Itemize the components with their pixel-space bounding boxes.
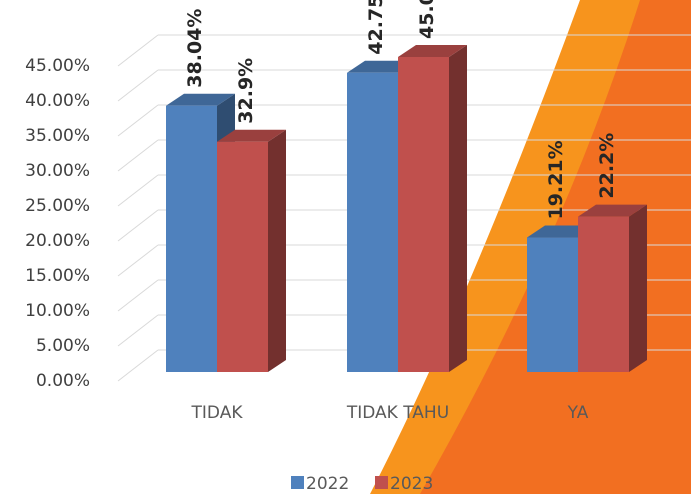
y-tick-label: 5.00% [36,336,90,356]
legend-swatch [291,476,304,489]
y-tick-label: 20.00% [25,231,90,251]
bar-side [449,45,467,372]
y-tick-label: 45.00% [25,56,90,76]
bar [166,105,217,372]
bar-side [629,204,647,372]
bar-top [398,45,467,57]
bar [347,72,398,372]
bar [527,237,578,372]
bar-top [166,93,235,106]
grid-line [117,279,159,312]
y-tick-label: 10.00% [25,301,90,321]
x-tick-label: TIDAK TAHU [346,403,449,423]
y-tick-label: 35.00% [25,126,90,146]
bar-side [268,129,286,372]
bars: TIDAK 38.04% 32.9% TIDAK TAHU 42.75% 45.0% YA 1… [166,0,647,423]
y-tick-label: 15.00% [25,266,90,286]
grid-line [117,209,159,242]
grid-line [117,314,159,347]
value-label: 45.0% [416,0,438,39]
grid-line [117,34,159,67]
bar [578,216,629,372]
legend-swatch [375,476,388,489]
value-label: 38.04% [184,9,206,88]
grid-line [117,104,159,137]
grid-line [117,139,159,172]
value-label: 32.9% [235,58,257,124]
bar [398,57,449,372]
legend-label: 2022 [306,474,349,494]
x-tick-label: YA [567,403,589,423]
x-tick-label: TIDAK [191,403,244,423]
grid-line [117,69,159,102]
bar-top [578,204,647,217]
grid-line [117,244,159,277]
grid-line [117,349,159,382]
y-tick-label: 25.00% [25,196,90,216]
legend-label: 2023 [390,474,433,494]
y-tick-label: 30.00% [25,161,90,181]
bar-top [217,129,286,142]
value-label: 19.21% [545,140,567,219]
bar [217,141,268,372]
value-label: 42.75% [365,0,387,55]
y-tick-label: 40.00% [25,91,90,111]
y-tick-label: 0.00% [36,371,90,391]
grid-line [117,174,159,207]
value-label: 22.2% [596,133,618,199]
